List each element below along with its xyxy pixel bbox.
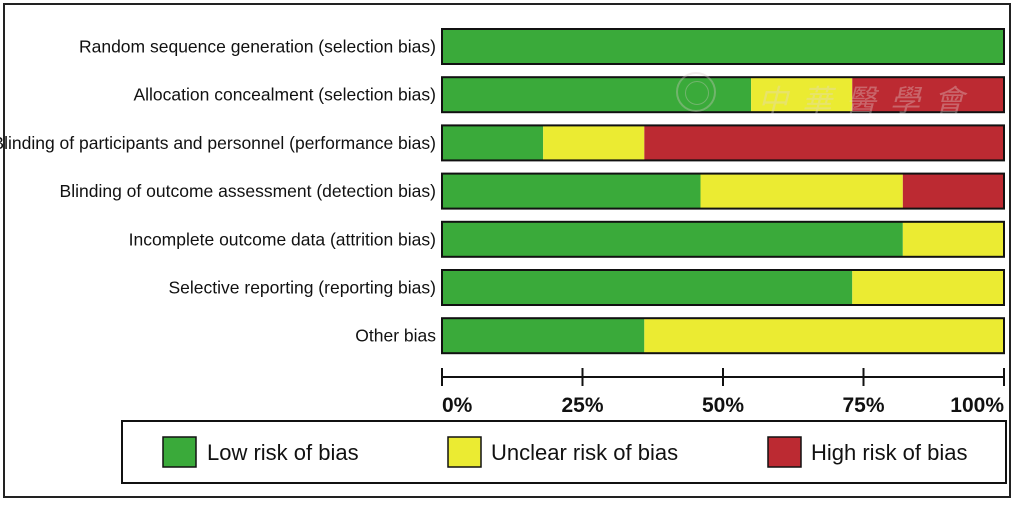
- legend-label: High risk of bias: [811, 440, 968, 465]
- legend-label: Low risk of bias: [207, 440, 359, 465]
- bar-segment-low: [442, 29, 1004, 64]
- bar-segment-low: [442, 318, 645, 354]
- x-tick-label: 50%: [702, 394, 744, 417]
- category-labels: Random sequence generation (selection bi…: [0, 37, 436, 346]
- bar-segment-low: [442, 221, 903, 257]
- bar-segment-unclear: [700, 173, 903, 209]
- category-label: Incomplete outcome data (attrition bias): [129, 229, 436, 249]
- bar-segment-high: [852, 77, 1004, 113]
- bar-segment-high: [644, 125, 1004, 161]
- x-tick-label: 25%: [561, 394, 603, 417]
- x-tick-label: 100%: [950, 394, 1004, 417]
- legend-swatch: [162, 436, 197, 468]
- bar-segment-unclear: [852, 270, 1004, 305]
- x-tick-label: 75%: [842, 394, 884, 417]
- bar-outline: [441, 220, 1005, 258]
- legend-label: Unclear risk of bias: [491, 440, 678, 465]
- legend: Low risk of bias Unclear risk of bias High…: [121, 420, 1007, 484]
- legend-box: [121, 420, 1007, 484]
- x-axis: 0% 25% 50% 75% 100%: [441, 368, 1005, 417]
- category-label: Selective reporting (reporting bias): [169, 278, 437, 298]
- bar-segment-high: [902, 173, 1004, 209]
- legend-swatch: [447, 436, 482, 468]
- category-label: Random sequence generation (selection bi…: [79, 37, 436, 57]
- bar-segment-low: [442, 77, 752, 113]
- bar-segment-unclear: [902, 221, 1004, 257]
- legend-swatch: [767, 436, 802, 468]
- bar-outline: [441, 172, 1005, 210]
- bar-outline: [441, 124, 1005, 162]
- bars: [441, 28, 1005, 355]
- category-label: Blinding of participants and personnel (…: [0, 133, 436, 153]
- bar-segment-unclear: [751, 77, 853, 113]
- bar-outline: [441, 76, 1005, 114]
- bar-outline: [441, 317, 1005, 355]
- category-label: Other bias: [355, 326, 436, 346]
- category-label: Allocation concealment (selection bias): [133, 85, 436, 105]
- bar-outline: [441, 269, 1005, 306]
- bar-segment-low: [442, 173, 701, 209]
- bar-segment-low: [442, 270, 853, 305]
- bar-segment-unclear: [543, 125, 645, 161]
- bar-segment-unclear: [644, 318, 1004, 354]
- x-tick-label: 0%: [442, 394, 473, 417]
- bar-segment-low: [442, 125, 544, 161]
- bar-outline: [441, 28, 1005, 65]
- category-label: Blinding of outcome assessment (detectio…: [60, 181, 436, 201]
